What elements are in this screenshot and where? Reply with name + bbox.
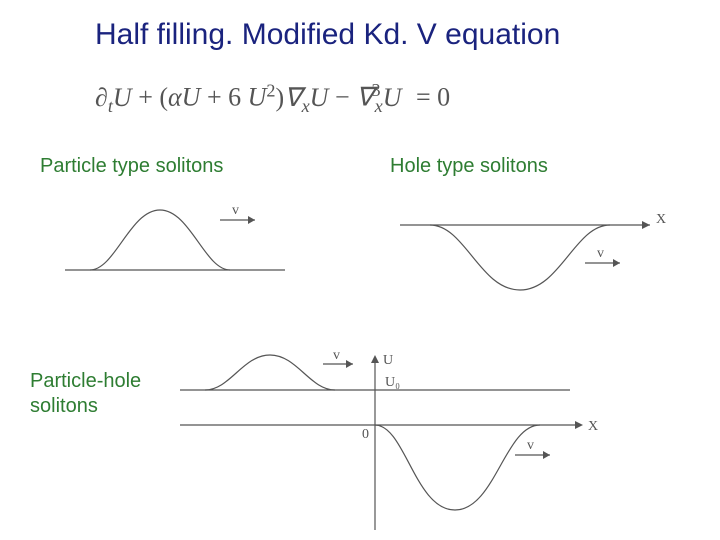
particle-solitons-label: Particle type solitons: [40, 155, 223, 178]
particle-hole-diagram: U U₀ 0 X v v: [175, 350, 605, 540]
particle-soliton-diagram: v: [60, 190, 300, 290]
u-axis-label: U: [383, 353, 393, 368]
modified-kdv-equation: ∂tU + (αU + 6 U2)∇xU − ∇3xU = 0: [95, 80, 450, 117]
hole-solitons-label: Hole type solitons: [390, 155, 548, 178]
v-label: v: [232, 203, 239, 218]
particle-hole-label-line1: Particle-hole: [30, 370, 141, 393]
v-label-top: v: [333, 350, 340, 363]
particle-hole-label-line2: solitons: [30, 395, 98, 418]
hole-soliton-diagram: X v: [390, 205, 675, 325]
zero-label: 0: [362, 427, 369, 442]
u0-label: U₀: [385, 375, 400, 390]
page-title: Half filling. Modified Kd. V equation: [95, 18, 560, 52]
x-axis-label: X: [656, 212, 666, 227]
v-label-bottom: v: [527, 438, 534, 453]
v-label: v: [597, 246, 604, 261]
x-axis-label: X: [588, 419, 598, 434]
